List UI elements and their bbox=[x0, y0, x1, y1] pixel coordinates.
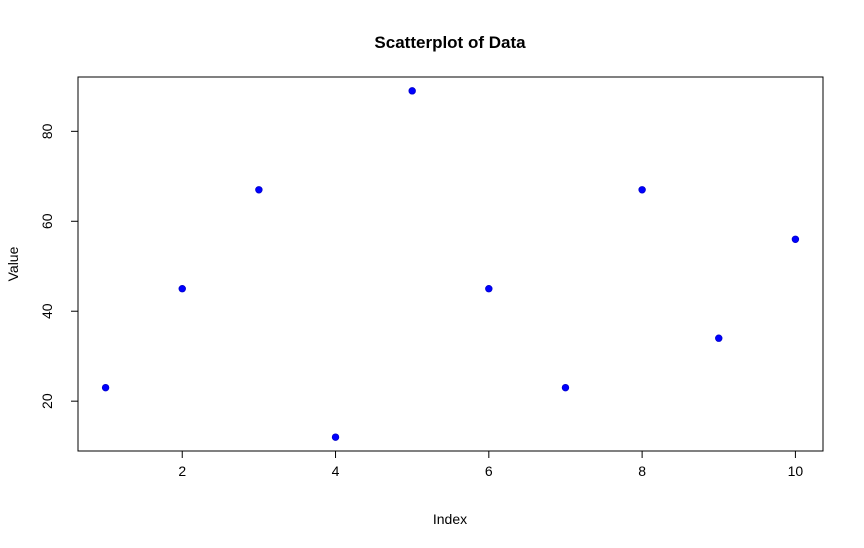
x-tick-label: 2 bbox=[178, 463, 186, 479]
data-points bbox=[101, 87, 800, 441]
y-tick-label: 60 bbox=[39, 213, 55, 229]
data-point bbox=[485, 285, 493, 293]
data-point bbox=[715, 334, 723, 342]
x-axis-label: Index bbox=[433, 511, 467, 527]
y-tick-label: 80 bbox=[39, 123, 55, 139]
data-point bbox=[255, 186, 263, 194]
y-axis: 20 40 60 80 bbox=[39, 123, 79, 409]
data-point bbox=[178, 285, 186, 293]
x-tick-label: 4 bbox=[332, 463, 340, 479]
data-point bbox=[561, 383, 570, 392]
y-tick-label: 20 bbox=[39, 393, 55, 409]
x-axis: 2 4 6 8 10 bbox=[178, 450, 804, 479]
plot-frame bbox=[77, 76, 824, 452]
data-point bbox=[638, 186, 646, 194]
data-point bbox=[101, 383, 110, 392]
y-tick-label: 40 bbox=[39, 303, 55, 319]
x-tick-label: 6 bbox=[485, 463, 493, 479]
x-tick-label: 10 bbox=[788, 463, 804, 479]
data-point bbox=[791, 235, 800, 243]
y-axis-label: Value bbox=[5, 246, 21, 281]
x-tick-label: 8 bbox=[638, 463, 646, 479]
chart-title: Scatterplot of Data bbox=[374, 33, 526, 52]
data-point bbox=[331, 433, 340, 441]
data-point bbox=[408, 87, 416, 95]
